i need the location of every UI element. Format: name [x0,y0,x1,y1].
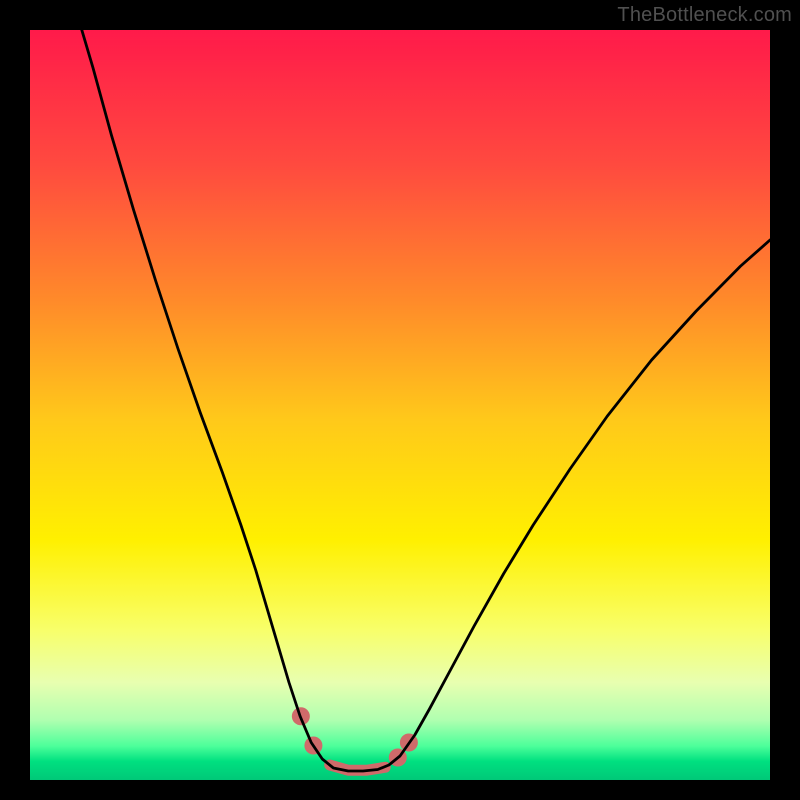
watermark-text: TheBottleneck.com [617,4,792,27]
plot-background-gradient [30,30,770,780]
chart-container: TheBottleneck.com [0,0,800,800]
bottleneck-curve-chart [0,0,800,800]
